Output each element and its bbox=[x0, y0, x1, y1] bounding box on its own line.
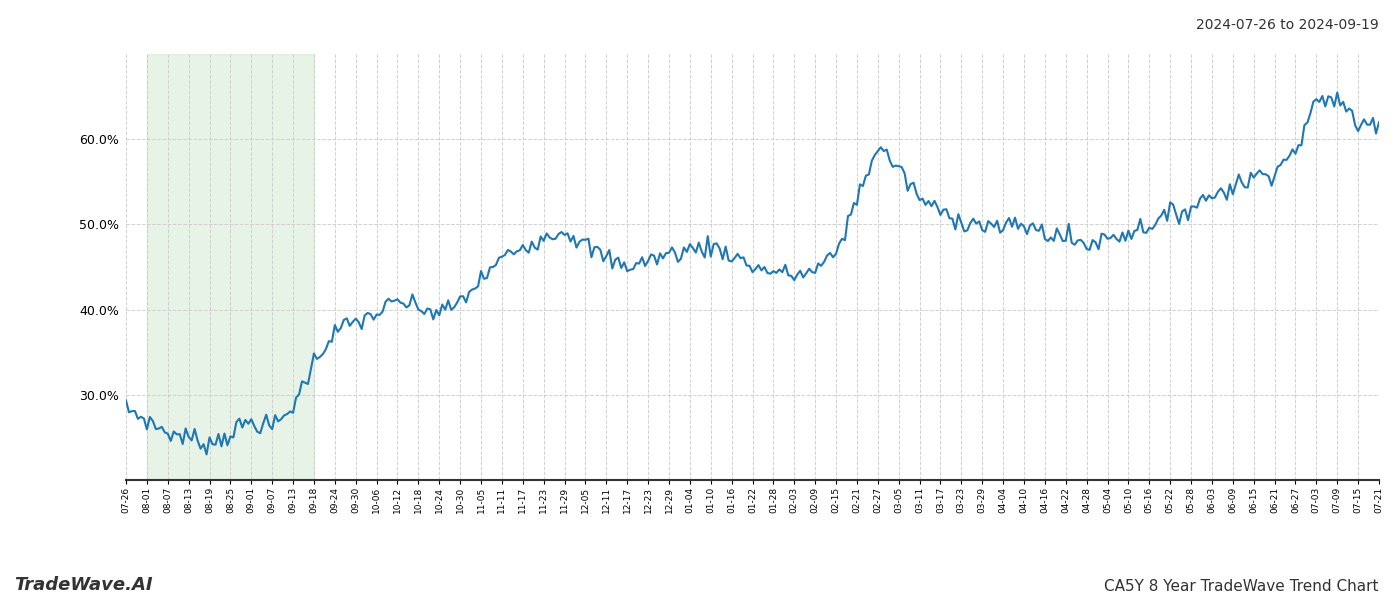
Text: TradeWave.AI: TradeWave.AI bbox=[14, 576, 153, 594]
Bar bbox=[147, 54, 314, 480]
Text: 2024-07-26 to 2024-09-19: 2024-07-26 to 2024-09-19 bbox=[1196, 18, 1379, 32]
Text: CA5Y 8 Year TradeWave Trend Chart: CA5Y 8 Year TradeWave Trend Chart bbox=[1105, 579, 1379, 594]
